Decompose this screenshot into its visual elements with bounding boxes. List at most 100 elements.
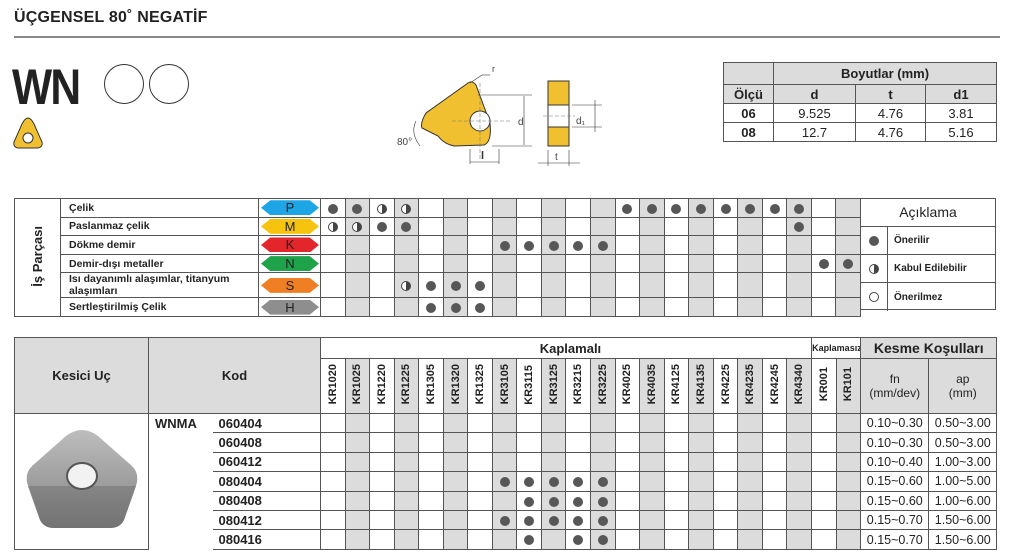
rating-cell-KR4135 [688,412,714,434]
rating-cell-KR3115 [516,272,542,299]
rating-cell-KR3115 [516,198,542,218]
rating-cell-KR4125 [663,272,690,299]
legend-label: Önerilir [894,235,930,246]
rating-cell-KR4235 [737,216,763,237]
rating-cell-KR3225 [590,471,616,492]
rating-cell-KR4025 [614,471,641,492]
insert-technical-drawing: d r l 80° d₁ t [397,64,602,166]
rating-cell-KR1305 [418,297,444,317]
drawing-label-angle: 80° [397,137,412,148]
rating-cell-KR1025 [344,451,371,473]
rating-cell-KR1325 [467,529,493,550]
iso-code-M: M [261,218,319,234]
grade-header: KR4340 [786,358,813,414]
rating-cell-KR1020 [320,235,346,255]
rating-cell-KR4025 [614,509,641,531]
rating-cell-KR1025 [344,529,371,550]
cell-d: 9.525 [773,103,856,123]
rating-cell-KR4035 [639,490,665,511]
rating-cell-KR1220 [369,529,395,550]
rating-cell-KR101 [835,471,862,492]
recommended-dot-icon [499,515,510,526]
recommended-dot-icon [794,203,805,214]
rating-cell-KR3125 [540,216,567,237]
feed-range: 0.10~0.30 [860,412,930,434]
rating-cell-KR4125 [663,297,690,317]
rating-cell-KR4135 [688,471,714,492]
rating-cell-KR4125 [663,235,690,255]
material-name: Sertleştirilmiş Çelik [60,297,259,317]
rating-cell-KR4245 [761,272,788,299]
rating-cell-KR1225 [393,235,420,255]
rating-cell-KR3105 [491,297,518,317]
iso-code-K: K [261,237,319,253]
rating-cell-KR3115 [516,297,542,317]
insert-image-cell [14,413,149,550]
product-code: 080412 [212,509,321,531]
recommended-dot-icon [327,203,338,214]
rating-cell-KR4340 [786,198,812,218]
grade-label: KR3115 [523,364,536,405]
drawing-label-d: d [518,117,524,128]
grade-header: KR1320 [442,358,469,414]
rating-cell-KR1325 [467,198,493,218]
recommended-dot-icon [548,515,559,526]
grade-header: KR1025 [344,358,371,414]
rating-cell-KR4035 [639,471,665,492]
rating-cell-KR4125 [663,216,690,237]
rating-cell-KR3215 [565,297,592,317]
rating-cell-KR4125 [663,253,690,274]
material-row: Isı dayanımlı alaşımlar, titanyum alaşım… [15,272,862,299]
rating-cell-KR4225 [712,490,739,511]
recommended-dot-icon [401,222,412,233]
rating-cell-KR4235 [737,272,763,299]
drawing-label-t: t [555,152,558,163]
rating-cell-KR001 [811,471,837,492]
rating-cell-KR4035 [639,432,665,453]
recommended-dot-icon [597,496,608,507]
recommended-dot-icon [524,496,535,507]
grade-label: KR1220 [375,364,388,405]
table-row: 08 12.7 4.76 5.16 [723,122,998,142]
col-header-t: t [855,84,926,104]
rating-cell-KR1305 [418,216,444,237]
grade-header: KR001 [811,358,837,414]
recommended-dot-icon [475,281,486,292]
rating-cell-KR3105 [491,490,518,511]
recommended-dot-icon [573,515,584,526]
rating-cell-KR1325 [467,412,493,434]
rating-cell-KR4025 [614,235,641,255]
rating-cell-KR3125 [540,490,567,511]
legend-label: Önerilmez [894,291,943,303]
feed-range: 0.10~0.40 [860,451,930,473]
rating-cell-KR4125 [663,198,690,218]
product-table: Kesici Uç Kod Kaplamalı Kaplamasız Kesme Koş… [14,337,998,550]
rating-cell-KR1225 [393,272,420,299]
material-row: Demir-dışı metaller N [15,253,862,274]
drawing-label-l: l [481,150,484,162]
rating-cell-KR3215 [565,198,592,218]
product-row: 080408 0.15~0.60 1.00~6.00 [15,490,998,511]
header-uncoated: Kaplamasız [811,337,862,359]
rating-cell-KR3115 [516,509,542,531]
rating-cell-KR001 [810,198,837,218]
material-row: İş Parçası Çelik P [14,198,862,317]
cell-d1: 3.81 [924,103,998,123]
rating-cell-KR4245 [761,235,788,255]
rating-cell-KR4235 [737,509,763,531]
product-code: 060408 [212,432,321,453]
rating-cell-KR4025 [614,198,641,218]
circle-icon [149,64,189,104]
rating-cell-KR3225 [590,490,616,511]
rating-cell-KR3115 [516,412,542,434]
cell-d1: 5.16 [924,122,998,142]
recommended-dot-icon [376,222,387,233]
rating-cell-KR4245 [761,297,788,317]
rating-cell-KR4225 [712,253,739,274]
rating-cell-KR4035 [639,451,665,473]
grade-label: KR1305 [424,364,437,405]
iso-badge: N [258,253,321,274]
rating-cell-KR1020 [320,253,346,274]
rating-cell-KR4035 [639,253,665,274]
legend-title: Açıklama [861,199,995,227]
